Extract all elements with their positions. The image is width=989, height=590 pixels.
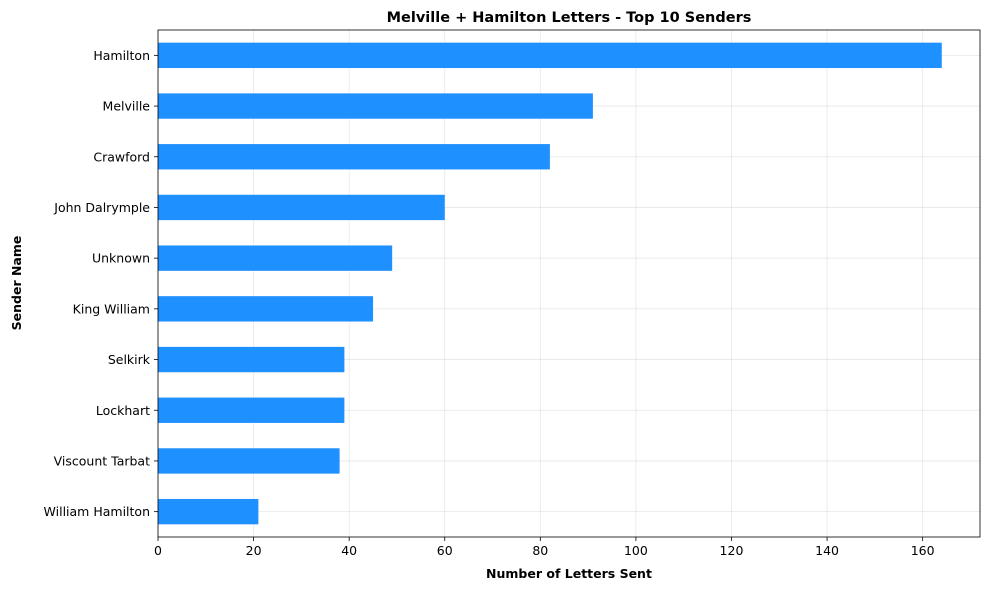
bar bbox=[158, 346, 345, 373]
x-tick-label: 20 bbox=[246, 543, 262, 558]
x-tick-label: 140 bbox=[815, 543, 839, 558]
bar bbox=[158, 448, 340, 474]
x-tick-label: 40 bbox=[341, 543, 357, 558]
y-tick-label: Hamilton bbox=[93, 48, 150, 63]
bars bbox=[158, 42, 942, 525]
x-tick-label: 100 bbox=[624, 543, 648, 558]
x-tick-label: 60 bbox=[437, 543, 453, 558]
bar bbox=[158, 498, 259, 525]
bar bbox=[158, 296, 374, 322]
y-axis-label: Sender Name bbox=[9, 236, 24, 331]
x-tick-label: 80 bbox=[532, 543, 548, 558]
x-axis-ticks: 0 20 40 60 80 100 120 140 160 bbox=[154, 537, 935, 558]
bar bbox=[158, 397, 345, 423]
y-tick-label: King William bbox=[73, 301, 150, 316]
x-tick-label: 0 bbox=[154, 543, 162, 558]
y-tick-label: John Dalrymple bbox=[53, 200, 150, 215]
bar bbox=[158, 93, 593, 119]
chart-title: Melville + Hamilton Letters - Top 10 Sen… bbox=[387, 10, 752, 26]
bar bbox=[158, 194, 445, 221]
y-tick-label: Selkirk bbox=[108, 352, 151, 367]
y-tick-label: Melville bbox=[103, 99, 151, 114]
y-axis-ticks: Hamilton Melville Crawford John Dalrymple Un… bbox=[44, 48, 158, 519]
x-tick-label: 120 bbox=[720, 543, 744, 558]
y-tick-label: William Hamilton bbox=[44, 504, 150, 519]
plot-frame bbox=[157, 29, 981, 538]
bar bbox=[158, 42, 942, 69]
x-tick-label: 160 bbox=[911, 543, 935, 558]
y-tick-label: Unknown bbox=[92, 251, 150, 266]
bar bbox=[158, 144, 550, 170]
bar bbox=[158, 245, 393, 271]
y-tick-label: Viscount Tarbat bbox=[54, 453, 150, 468]
y-tick-label: Crawford bbox=[93, 149, 150, 164]
y-tick-label: Lockhart bbox=[96, 403, 150, 418]
x-axis-label: Number of Letters Sent bbox=[486, 566, 652, 581]
